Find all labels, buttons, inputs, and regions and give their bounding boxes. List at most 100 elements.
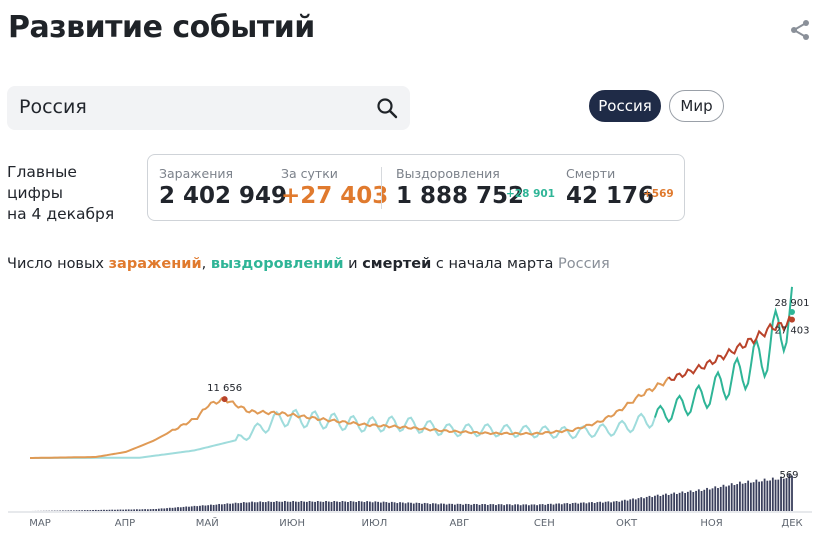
- death-bar: [659, 496, 662, 511]
- death-bar: [473, 503, 475, 511]
- death-bar: [138, 509, 141, 511]
- death-bar: [388, 502, 390, 511]
- death-bar: [286, 501, 289, 511]
- death-bar: [686, 491, 689, 511]
- death-bar: [577, 503, 580, 511]
- death-bar: [464, 503, 467, 511]
- death-bar: [453, 504, 456, 511]
- death-bar: [193, 505, 196, 511]
- death-bar: [722, 484, 725, 511]
- death-bar: [333, 501, 336, 511]
- death-bar: [311, 501, 314, 511]
- death-bar: [81, 510, 83, 511]
- death-bar: [168, 507, 171, 511]
- death-bar: [105, 509, 108, 511]
- death-bar: [226, 503, 229, 511]
- death-bar: [303, 501, 306, 511]
- death-bar: [697, 489, 700, 511]
- death-bar: [341, 501, 344, 511]
- death-bar: [114, 509, 116, 511]
- death-bar: [591, 502, 593, 511]
- death-bar: [788, 474, 791, 511]
- death-bar: [462, 504, 464, 511]
- death-bar: [604, 501, 607, 511]
- death-bar: [643, 498, 645, 511]
- death-bar: [777, 479, 780, 511]
- death-bar: [185, 506, 188, 511]
- death-bar: [188, 506, 190, 511]
- death-bar: [782, 478, 785, 511]
- death-bar: [695, 490, 697, 511]
- death-bar: [215, 504, 218, 511]
- caption-and: и: [343, 256, 363, 272]
- death-bar: [662, 494, 665, 511]
- death-bar: [640, 497, 643, 511]
- death-bar: [560, 504, 563, 511]
- death-bar: [322, 501, 325, 511]
- infections-peak-marker: [221, 396, 228, 403]
- death-bar: [418, 503, 421, 511]
- death-bar: [149, 509, 152, 511]
- death-bar: [429, 504, 432, 511]
- death-bar: [284, 500, 286, 511]
- caption-comma: ,: [201, 256, 211, 272]
- death-bar: [755, 479, 758, 511]
- death-bar: [360, 501, 363, 511]
- death-bar: [445, 504, 448, 511]
- death-bar: [399, 502, 401, 511]
- caption-region-text: Россия: [558, 256, 610, 272]
- death-bar: [667, 495, 670, 511]
- death-bar: [393, 502, 396, 511]
- death-bar: [103, 509, 105, 511]
- search-input[interactable]: Россия: [7, 86, 410, 130]
- death-bar: [363, 502, 366, 511]
- death-bar: [791, 475, 793, 511]
- tab-world[interactable]: Мир: [669, 90, 724, 122]
- recovered-delta: +28 901: [506, 188, 555, 200]
- death-bar: [273, 501, 275, 511]
- death-bar: [547, 503, 549, 511]
- death-bar: [623, 499, 626, 511]
- death-bar: [752, 482, 755, 511]
- death-bar: [437, 504, 440, 511]
- infections-line: [30, 376, 670, 459]
- death-bar: [267, 501, 270, 511]
- death-bar: [223, 504, 226, 511]
- death-bar: [122, 509, 125, 511]
- death-bar: [621, 500, 623, 511]
- death-bar: [220, 504, 223, 511]
- death-bar: [678, 492, 681, 511]
- death-bar: [484, 504, 486, 511]
- caption-infections: заражений: [108, 256, 202, 272]
- death-bar: [448, 503, 451, 511]
- tab-russia[interactable]: Россия: [589, 90, 661, 122]
- cases-value: 2 402 949: [159, 183, 288, 209]
- death-bar: [415, 502, 418, 511]
- death-bar: [736, 484, 739, 511]
- death-bar: [574, 502, 577, 511]
- death-bar: [717, 488, 719, 511]
- death-bar: [325, 500, 327, 511]
- death-bar: [763, 478, 766, 511]
- recoveries-last-label: 28 901: [775, 298, 810, 309]
- month-label: ДЕК: [781, 518, 802, 529]
- caption-tail: с начала марта: [431, 256, 554, 272]
- daily-label: За сутки: [281, 166, 338, 181]
- death-bar: [242, 502, 245, 511]
- search-icon[interactable]: [375, 96, 399, 120]
- share-icon[interactable]: [788, 18, 812, 42]
- death-bar: [601, 502, 604, 511]
- death-bar: [530, 504, 533, 511]
- death-bar: [654, 495, 656, 511]
- death-bar: [571, 503, 574, 511]
- month-label: ИЮЛ: [362, 518, 388, 529]
- deaths-value: 42 176: [566, 183, 655, 209]
- death-bar: [382, 501, 385, 511]
- death-bar: [760, 481, 763, 511]
- death-bar: [199, 505, 201, 511]
- death-bar: [569, 503, 571, 511]
- recovered-value: 1 888 752: [396, 183, 525, 209]
- death-bar: [67, 510, 70, 511]
- death-bar: [70, 510, 73, 511]
- death-bar: [319, 501, 322, 511]
